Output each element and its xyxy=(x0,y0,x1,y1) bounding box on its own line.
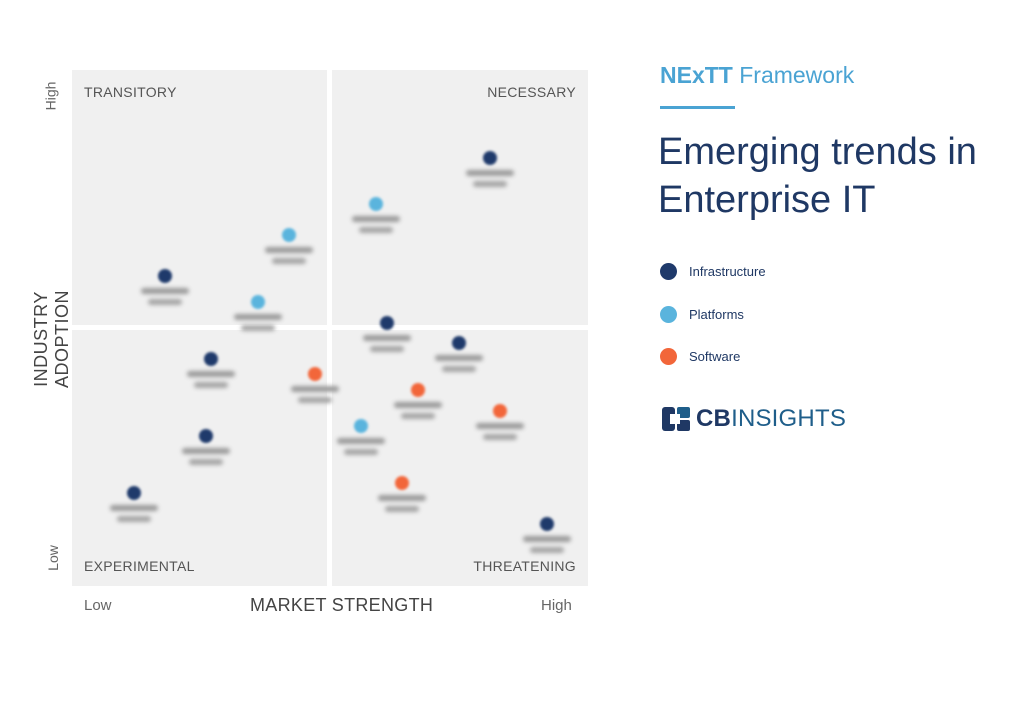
data-point-blurred-label xyxy=(260,384,370,406)
data-point xyxy=(199,429,214,444)
legend-label-infrastructure: Infrastructure xyxy=(689,264,766,279)
legend-item-platforms: Platforms xyxy=(660,306,744,323)
data-point xyxy=(452,336,466,351)
title-underline xyxy=(660,106,735,109)
data-point xyxy=(539,517,554,532)
logo-text-bold: CB xyxy=(696,405,732,432)
page-title: Emerging trends in Enterprise IT xyxy=(658,131,977,221)
data-point-blurred-label xyxy=(234,245,344,267)
data-point xyxy=(379,315,394,330)
quadrant-experimental-label: EXPERIMENTAL xyxy=(84,558,195,574)
data-point-blurred-label xyxy=(363,400,473,422)
x-axis-high-label: High xyxy=(541,597,572,614)
framework-title-bold: NExTT xyxy=(660,62,733,88)
legend-dot-platforms xyxy=(660,306,677,323)
data-point xyxy=(395,475,410,490)
data-point-blurred-label xyxy=(332,333,442,355)
data-point xyxy=(482,150,497,165)
horizontal-divider xyxy=(72,325,588,330)
cb-insights-logo: CBINSIGHTS xyxy=(662,405,846,433)
legend-dot-infrastructure xyxy=(660,263,677,280)
framework-title-rest: Framework xyxy=(739,62,855,88)
cb-insights-logo-text: CBINSIGHTS xyxy=(696,405,846,433)
y-axis-high-label: High xyxy=(42,81,59,111)
data-point-blurred-label xyxy=(110,286,220,308)
data-point xyxy=(307,367,322,382)
data-point xyxy=(204,351,219,366)
data-point-blurred-label xyxy=(156,369,266,391)
data-point-blurred-label xyxy=(404,353,514,375)
data-point xyxy=(281,228,296,243)
chart-plot-area: TRANSITORY NECESSARY EXPERIMENTAL THREAT… xyxy=(72,70,588,586)
data-point xyxy=(369,197,384,212)
quadrant-transitory-label: TRANSITORY xyxy=(84,84,177,100)
legend-label-software: Software xyxy=(689,349,741,364)
data-point-blurred-label xyxy=(435,168,545,190)
data-point xyxy=(126,486,141,501)
framework-title: NExTT Framework xyxy=(660,62,854,89)
y-axis-title: INDUSTRY ADOPTION xyxy=(31,290,72,389)
data-point xyxy=(493,403,508,418)
data-point-blurred-label xyxy=(321,214,431,236)
x-axis-title: MARKET STRENGTH xyxy=(250,595,434,615)
data-point-blurred-label xyxy=(347,493,457,515)
legend-item-software: Software xyxy=(660,348,740,365)
y-axis-low-label: Low xyxy=(44,545,61,571)
data-point xyxy=(353,419,368,434)
legend-label-platforms: Platforms xyxy=(689,307,744,322)
x-axis-low-label: Low xyxy=(84,597,112,614)
data-point-blurred-label xyxy=(492,534,602,556)
quadrant-threatening-label: THREATENING xyxy=(473,558,576,574)
data-point xyxy=(250,295,265,310)
data-point-blurred-label xyxy=(306,436,416,458)
legend-dot-software xyxy=(660,348,677,365)
data-point-blurred-label xyxy=(445,421,555,443)
data-point-blurred-label xyxy=(79,503,189,525)
quadrant-necessary-label: NECESSARY xyxy=(487,84,576,100)
legend-item-infrastructure: Infrastructure xyxy=(660,263,766,280)
data-point xyxy=(410,382,425,397)
data-point-blurred-label xyxy=(151,446,261,468)
data-point xyxy=(157,269,172,284)
cb-insights-logo-icon xyxy=(662,407,690,431)
data-point-blurred-label xyxy=(203,312,313,334)
logo-text-rest: INSIGHTS xyxy=(731,405,847,432)
